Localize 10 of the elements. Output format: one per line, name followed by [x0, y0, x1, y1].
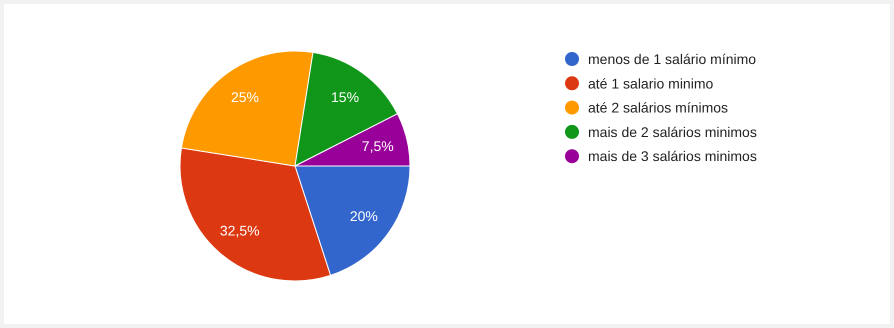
legend-label: mais de 2 salários minimos	[588, 124, 757, 140]
legend-label: mais de 3 salários minimos	[588, 148, 757, 164]
legend-label: até 1 salario minimo	[588, 75, 714, 92]
data-label: 7,5%	[362, 138, 394, 154]
data-label: 20%	[350, 208, 378, 224]
data-label: 15%	[331, 89, 360, 106]
legend-label: até 2 salários mínimos	[588, 100, 728, 116]
legend-label: menos de 1 salário mínimo	[588, 51, 756, 67]
data-label: 32,5%	[220, 222, 260, 239]
data-label: 25%	[230, 89, 259, 106]
